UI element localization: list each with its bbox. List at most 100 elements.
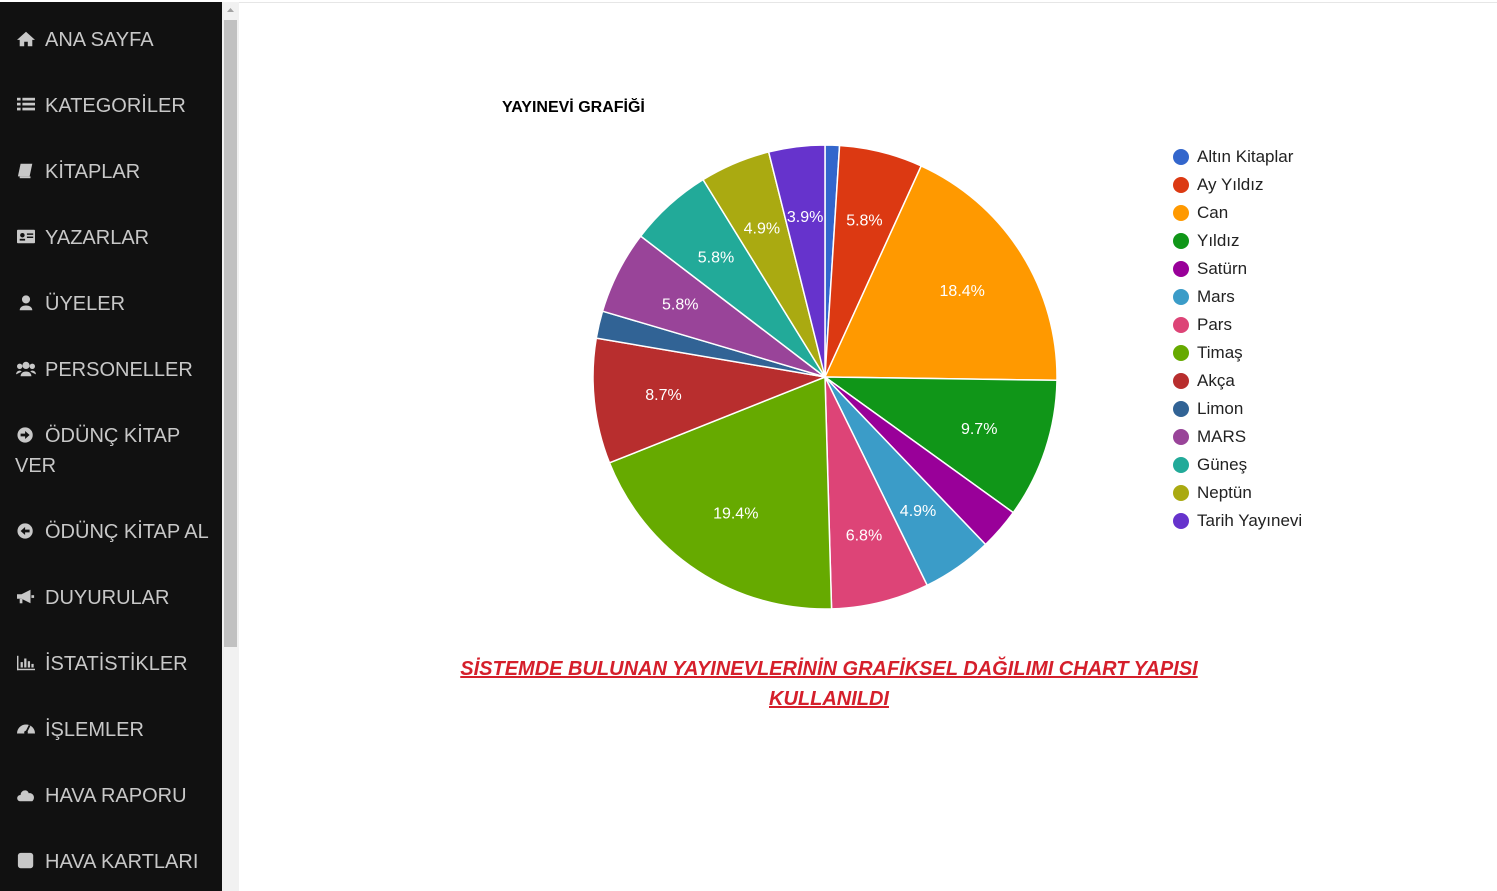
legend-label: Pars: [1197, 315, 1232, 334]
legend-label: Güneş: [1197, 455, 1248, 474]
legend-swatch: [1173, 429, 1189, 445]
sidebar-item-label: HAVA RAPORU: [45, 785, 187, 807]
legend-swatch: [1173, 513, 1189, 529]
legend-label: Neptün: [1197, 483, 1252, 502]
legend-item[interactable]: MARS: [1173, 423, 1302, 451]
pie-slice-label: 5.8%: [662, 296, 698, 313]
cloud-icon: [15, 783, 37, 802]
home-icon: [15, 27, 37, 47]
legend-item[interactable]: Can: [1173, 199, 1302, 227]
pie-slice-label: 5.8%: [846, 212, 882, 229]
legend-item[interactable]: Pars: [1173, 311, 1302, 339]
sidebar-item-label: ÜYELER: [45, 293, 126, 315]
scroll-thumb[interactable]: [224, 20, 237, 647]
sidebar-item-4[interactable]: YAZARLAR: [0, 223, 222, 253]
legend-label: Satürn: [1197, 259, 1248, 278]
sidebar-item-label: İSTATİSTİKLER: [45, 653, 188, 675]
legend-swatch: [1173, 149, 1189, 165]
dashboard-icon: [15, 717, 37, 735]
users-icon: [15, 357, 37, 377]
legend-label: Limon: [1197, 399, 1244, 418]
legend-item[interactable]: Güneş: [1173, 451, 1302, 479]
sidebar-item-2[interactable]: KATEGORİLER: [0, 91, 222, 121]
legend-swatch: [1173, 261, 1189, 277]
legend-item[interactable]: Akça: [1173, 367, 1302, 395]
legend-item[interactable]: Yıldız: [1173, 227, 1302, 255]
sidebar-item-1[interactable]: ANA SAYFA: [0, 25, 222, 55]
bar-chart-icon: [15, 651, 37, 671]
sidebar-item-13[interactable]: HAVA KARTLARI: [0, 847, 222, 877]
legend-swatch: [1173, 289, 1189, 305]
legend-item[interactable]: Altın Kitaplar: [1173, 143, 1302, 171]
legend-item[interactable]: Neptün: [1173, 479, 1302, 507]
legend-item[interactable]: Satürn: [1173, 255, 1302, 283]
sidebar-item-11[interactable]: İŞLEMLER: [0, 715, 222, 745]
sidebar-item-5[interactable]: ÜYELER: [0, 289, 222, 319]
legend-swatch: [1173, 233, 1189, 249]
sidebar-item-label: DUYURULAR: [45, 587, 170, 609]
pie-slice-label: 19.4%: [713, 506, 758, 523]
pie-slice-label: 4.9%: [900, 503, 936, 520]
sidebar-item-12[interactable]: HAVA RAPORU: [0, 781, 222, 811]
pie-slice-label: 5.8%: [698, 250, 734, 267]
list-icon: [15, 93, 37, 111]
sidebar-item-8[interactable]: ÖDÜNÇ KİTAP AL: [0, 517, 222, 547]
sidebar-item-10[interactable]: İSTATİSTİKLER: [0, 649, 222, 679]
legend-label: Can: [1197, 203, 1229, 222]
pie-slice-label: 9.7%: [961, 421, 997, 438]
sidebar-scrollbar[interactable]: [222, 2, 239, 891]
legend-label: Ay Yıldız: [1197, 175, 1264, 194]
pie-slice-label: 6.8%: [846, 528, 882, 545]
legend-swatch: [1173, 485, 1189, 501]
legend-item[interactable]: Timaş: [1173, 339, 1302, 367]
user-icon: [15, 291, 37, 311]
legend-label: Akça: [1197, 371, 1235, 390]
chart-legend: Altın Kitaplar Ay Yıldız Can Yıldız Satürn Ma…: [1173, 143, 1302, 535]
sidebar-item-3[interactable]: KİTAPLAR: [0, 157, 222, 187]
pie-slice-label: 4.9%: [744, 220, 780, 237]
legend-swatch: [1173, 457, 1189, 473]
sidebar-item-7[interactable]: ÖDÜNÇ KİTAP VER: [0, 421, 190, 481]
pie-slice-4[interactable]: [822, 376, 1058, 514]
sidebar-item-6[interactable]: PERSONELLER: [0, 355, 222, 385]
sidebar-item-label: KATEGORİLER: [45, 95, 186, 117]
pie-slice-label: 18.4%: [940, 283, 985, 300]
pie-slice-label: 3.9%: [787, 209, 823, 226]
sidebar-item-label: İŞLEMLER: [45, 719, 144, 741]
arrow-circle-left-icon: [15, 519, 37, 539]
sidebar-item-9[interactable]: DUYURULAR: [0, 583, 222, 613]
sidebar-item-label: YAZARLAR: [45, 227, 150, 249]
pie-slice-label: 8.7%: [645, 387, 681, 404]
pie-slice-3[interactable]: [823, 164, 1058, 382]
legend-swatch: [1173, 317, 1189, 333]
legend-swatch: [1173, 177, 1189, 193]
legend-label: Yıldız: [1197, 231, 1240, 250]
chart-title: YAYINEVİ GRAFİĞİ: [502, 99, 645, 116]
book-icon: [15, 159, 37, 179]
legend-label: MARS: [1197, 427, 1247, 446]
legend-label: Tarih Yayınevi: [1197, 511, 1303, 530]
megaphone-icon: [15, 585, 37, 604]
page-caption: SİSTEMDE BULUNAN YAYINEVLERİNİN GRAFİKSE…: [460, 658, 1198, 710]
sidebar: ANA SAYFA KATEGORİLER KİTAPLAR YAZARLAR ÜYEL…: [0, 2, 222, 891]
pie-slice-8[interactable]: [608, 375, 833, 610]
sidebar-item-label: ANA SAYFA: [45, 29, 154, 51]
legend-label: Altın Kitaplar: [1197, 147, 1294, 166]
top-border: [239, 2, 1497, 3]
pie-slice-14[interactable]: [767, 144, 826, 378]
sidebar-item-label: HAVA KARTLARI: [45, 851, 199, 873]
pie-slice-9[interactable]: [592, 337, 828, 464]
legend-swatch: [1173, 205, 1189, 221]
legend-label: Timaş: [1197, 343, 1243, 362]
legend-swatch: [1173, 345, 1189, 361]
legend-swatch: [1173, 373, 1189, 389]
pie-chart: 5.8% 18.4% 9.7% 4.9% 6.8% 19.4% 8.7% 5.8% 5.8% 4.…: [592, 144, 1058, 610]
legend-item[interactable]: Ay Yıldız: [1173, 171, 1302, 199]
scroll-up-arrow-icon[interactable]: [222, 2, 239, 19]
sidebar-item-label: PERSONELLER: [45, 359, 193, 381]
legend-label: Mars: [1197, 287, 1235, 306]
legend-item[interactable]: Limon: [1173, 395, 1302, 423]
legend-item[interactable]: Mars: [1173, 283, 1302, 311]
legend-swatch: [1173, 401, 1189, 417]
legend-item[interactable]: Tarih Yayınevi: [1173, 507, 1302, 535]
